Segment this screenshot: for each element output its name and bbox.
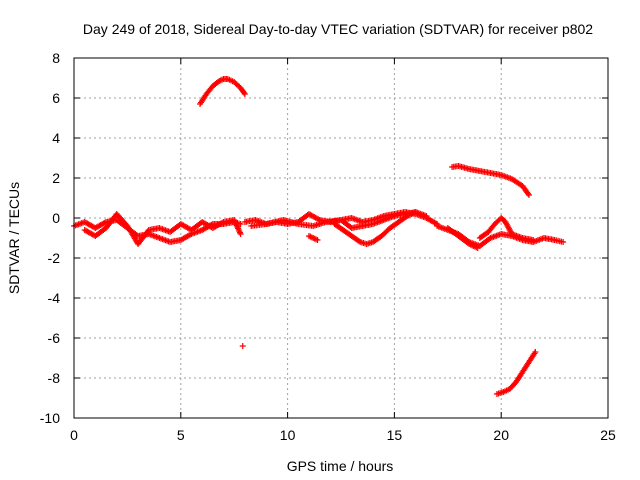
data-point (237, 231, 244, 237)
x-axis-label: GPS time / hours (287, 458, 394, 474)
data-point (432, 220, 439, 227)
y-tick-label: -6 (48, 330, 61, 346)
data-point (423, 213, 430, 219)
data-point (530, 237, 537, 243)
x-tick-label: 5 (177, 427, 185, 443)
x-tick-label: 25 (600, 427, 616, 443)
series-arc-rise (476, 215, 537, 243)
series-outlier (239, 343, 246, 349)
series-arc-high (197, 76, 248, 107)
y-tick-label: -2 (48, 250, 61, 266)
x-tick-label: 0 (70, 427, 78, 443)
series-arc-low (493, 349, 539, 397)
data-point (525, 190, 532, 197)
y-tick-label: 2 (52, 170, 60, 186)
chart-title: Day 249 of 2018, Sidereal Day-to-day VTE… (83, 21, 593, 37)
x-tick-label: 15 (387, 427, 403, 443)
series-arc-two (449, 163, 532, 198)
data-point (412, 209, 419, 215)
data-point (241, 91, 248, 97)
series-arc-dip (331, 209, 419, 247)
data-point (101, 219, 108, 226)
series-band-b (81, 211, 244, 247)
data-point (356, 238, 363, 245)
x-tick-label: 20 (493, 427, 509, 443)
x-tick-label: 10 (280, 427, 296, 443)
data-points (71, 76, 567, 397)
y-tick-label: -4 (48, 290, 61, 306)
y-tick-label: -8 (48, 370, 61, 386)
series-band-a (71, 217, 244, 245)
data-point (219, 219, 226, 226)
series-short-1 (305, 233, 321, 243)
y-tick-label: 8 (52, 50, 60, 66)
data-point (560, 239, 567, 245)
data-point (241, 89, 248, 96)
data-point (315, 216, 322, 223)
series-band-f (444, 225, 481, 251)
axis-ticks: 0 5 10 15 20 25 -10 -8 -6 -4 -2 0 2 4 6 8 (40, 50, 616, 443)
plot-frame (73, 57, 609, 419)
y-tick-label: 6 (52, 90, 60, 106)
y-tick-label: 0 (52, 210, 60, 226)
data-point (525, 192, 532, 198)
y-tick-label: -10 (40, 410, 60, 426)
data-point (532, 349, 539, 355)
data-point (187, 231, 194, 238)
y-tick-label: 4 (52, 130, 60, 146)
y-axis-label: SDTVAR / TECUs (6, 182, 22, 294)
data-point (314, 237, 321, 243)
data-point (474, 245, 481, 251)
data-point (239, 343, 246, 349)
